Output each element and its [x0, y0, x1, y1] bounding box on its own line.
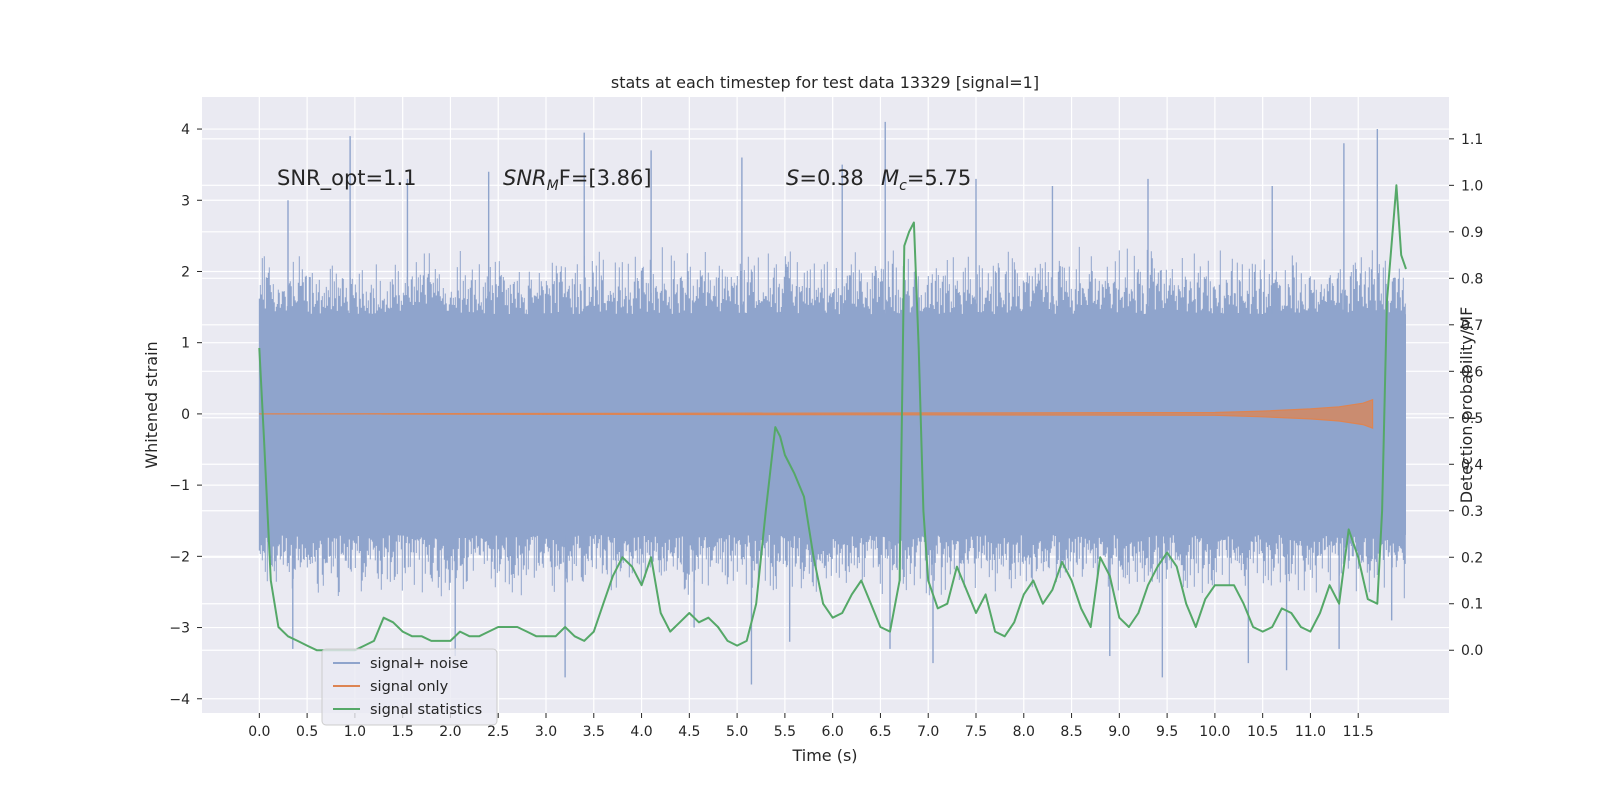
x-tick-label: 11.5 — [1343, 724, 1374, 740]
x-tick-label: 9.0 — [1108, 724, 1130, 740]
x-tick-label: 6.0 — [822, 724, 844, 740]
y2-tick-label: 0.6 — [1461, 364, 1483, 380]
x-tick-label: 6.5 — [869, 724, 891, 740]
y-tick-label: −3 — [169, 621, 190, 637]
x-axis-label: Time (s) — [791, 746, 857, 765]
y2-tick-label: 1.1 — [1461, 132, 1483, 148]
y2-tick-label: 0.4 — [1461, 457, 1483, 473]
x-tick-label: 0.5 — [296, 724, 318, 740]
y2-tick-label: 0.1 — [1461, 597, 1483, 613]
x-tick-label: 8.0 — [1013, 724, 1035, 740]
signal-statistics-series — [258, 184, 1407, 652]
annotation-snr-mf-sub: M — [547, 178, 559, 194]
x-tick-label: 7.0 — [917, 724, 939, 740]
y-axis-label: Whitened strain — [142, 341, 161, 468]
annotation-snr-mf-prefix: SNR — [503, 166, 547, 190]
y2-axis-label: Detection probability/MF — [1457, 307, 1476, 504]
y-tick-label: 2 — [181, 264, 190, 280]
x-tick-label: 8.5 — [1060, 724, 1082, 740]
y2-tick-label: 0.5 — [1461, 411, 1483, 427]
annotation-snr-mf-suffix: F=[3.86] — [559, 166, 652, 190]
annotation-mc-prefix: M — [881, 166, 899, 190]
y2-tick-label: 0.9 — [1461, 225, 1483, 241]
x-tick-label: 4.5 — [678, 724, 700, 740]
legend-box — [321, 648, 498, 726]
x-tick-label: 3.5 — [583, 724, 605, 740]
y-tick-label: 4 — [181, 122, 190, 138]
x-tick-label: 5.0 — [726, 724, 748, 740]
legend: signal+ noise signal only signal statist… — [321, 648, 498, 726]
y2-tick-label: 0.7 — [1461, 318, 1483, 334]
x-tick-label: 9.5 — [1156, 724, 1178, 740]
y2-tick-label: 0.3 — [1461, 504, 1483, 520]
annotation-s: S=0.38 — [786, 166, 864, 190]
y-tick-label: −2 — [169, 549, 190, 565]
x-tick-label: 11.0 — [1295, 724, 1326, 740]
legend-label-signal-only: signal only — [370, 679, 449, 695]
x-tick-label: 3.0 — [535, 724, 557, 740]
y2-tick-label: 1.0 — [1461, 178, 1483, 194]
y2-tick-label: 0.8 — [1461, 271, 1483, 287]
x-axis-ticks: 0.0 0.5 1.0 1.5 2.0 2.5 3.0 3.5 4.0 4.5 5.0 5.5 6.0 6… — [248, 713, 1374, 740]
signal-only-line — [259, 398, 1374, 429]
annotation-mc-sub: c — [899, 178, 907, 194]
y-tick-label: −4 — [169, 692, 190, 708]
x-tick-label: 1.5 — [392, 724, 414, 740]
annotation-snr-mf: SNRMF=[3.86] — [503, 166, 652, 194]
x-tick-label: 2.0 — [439, 724, 461, 740]
x-tick-label: 10.0 — [1199, 724, 1230, 740]
y-tick-label: 0 — [181, 407, 190, 423]
y-axis-ticks: −4 −3 −2 −1 0 1 2 3 4 — [169, 122, 202, 708]
x-tick-label: 2.5 — [487, 724, 509, 740]
x-tick-label: 7.5 — [965, 724, 987, 740]
annotation-mc: Mc=5.75 — [881, 166, 971, 194]
signal-noise-series — [258, 121, 1406, 685]
x-tick-label: 5.5 — [774, 724, 796, 740]
x-tick-label: 4.0 — [630, 724, 652, 740]
y-tick-label: 3 — [181, 193, 190, 209]
y2-tick-label: 0.0 — [1461, 643, 1483, 659]
legend-label-signal-statistics: signal statistics — [370, 702, 482, 718]
chart-title: stats at each timestep for test data 133… — [611, 73, 1039, 92]
legend-label-signal-noise: signal+ noise — [370, 656, 468, 672]
y-tick-label: −1 — [169, 478, 190, 494]
y2-tick-label: 0.2 — [1461, 550, 1483, 566]
x-tick-label: 0.0 — [248, 724, 270, 740]
x-tick-label: 1.0 — [344, 724, 366, 740]
y2-axis-ticks: 0.0 0.1 0.2 0.3 0.4 0.5 0.6 0.7 0.8 0.9 1.0 1.1 — [1449, 132, 1483, 659]
y-tick-label: 1 — [181, 336, 190, 352]
signal-only-series — [259, 398, 1374, 429]
annotation-mc-suffix: =5.75 — [907, 166, 971, 190]
annotation-snr-opt: SNR_opt=1.1 — [277, 166, 417, 191]
signal-statistics-line — [258, 184, 1407, 652]
annotation-s-prefix: S — [786, 166, 799, 190]
noise-band — [259, 314, 1406, 535]
x-tick-label: 10.5 — [1247, 724, 1278, 740]
annotation-s-suffix: =0.38 — [799, 166, 863, 190]
